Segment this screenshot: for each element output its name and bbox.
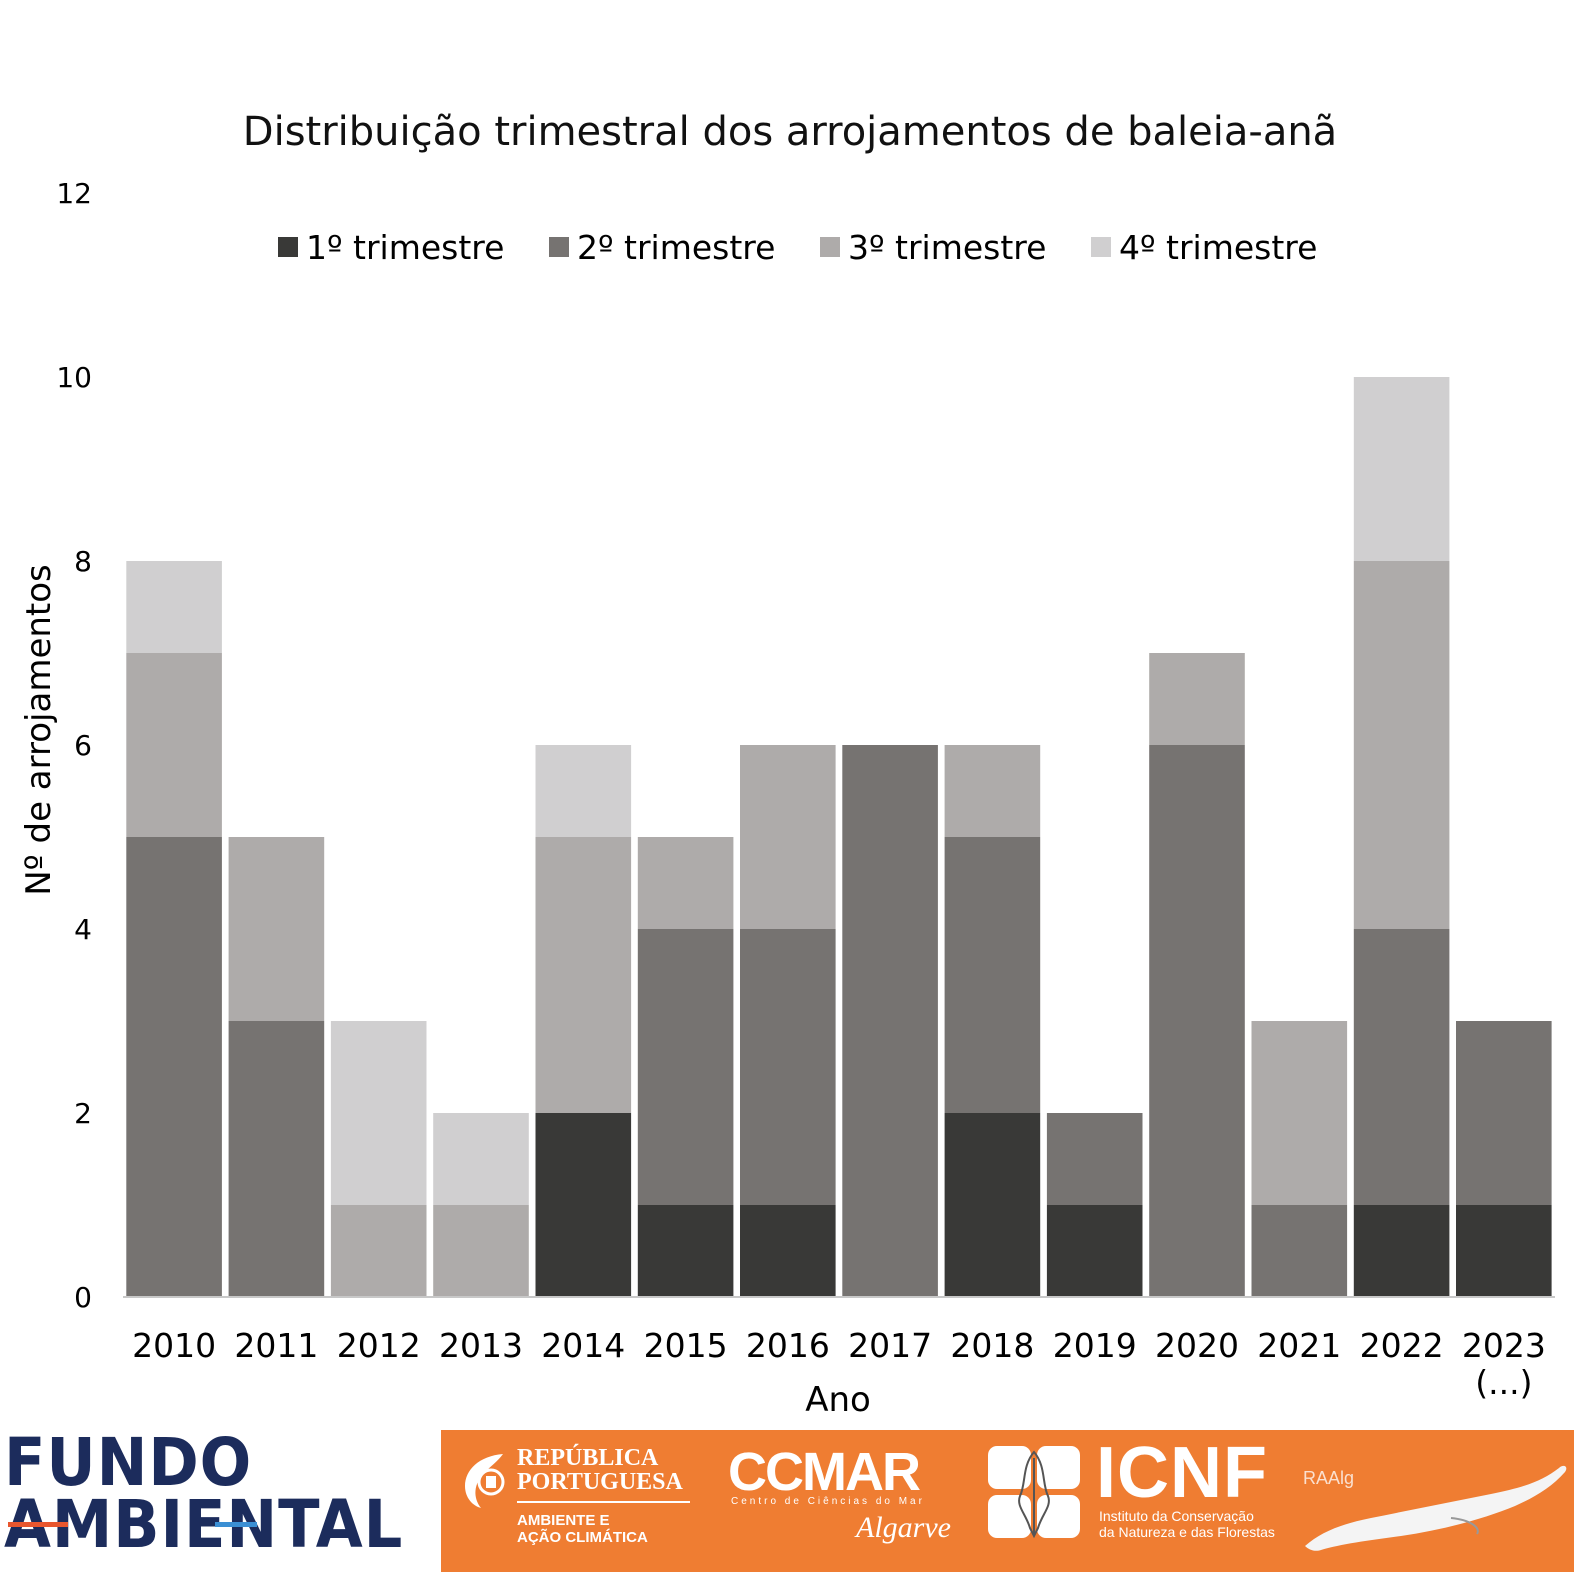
- ccmar-logo-text: CCMAR: [728, 1442, 921, 1502]
- bar-segment: [740, 745, 836, 929]
- x-tick-label: 2022: [1360, 1326, 1444, 1365]
- legend-label: 4º trimestre: [1119, 228, 1317, 267]
- y-axis-label: Nº de arrojamentos: [19, 564, 59, 896]
- ambiente-line2: AÇÃO CLIMÁTICA: [517, 1529, 648, 1546]
- chart-title: Distribuição trimestral dos arrojamentos…: [243, 109, 1337, 155]
- legend-label: 3º trimestre: [848, 228, 1046, 267]
- legend-label: 2º trimestre: [577, 228, 775, 267]
- bar-segment: [228, 837, 325, 1021]
- x-tick-label: 2013: [439, 1326, 523, 1365]
- bar-segment: [1046, 1113, 1143, 1205]
- bar-segment: [1251, 1021, 1348, 1205]
- x-tick-label: 2023: [1462, 1326, 1546, 1365]
- chart: Distribuição trimestral dos arrojamentos…: [19, 109, 1555, 1420]
- fundo-ambiental-logo: FUNDO AMBIENTAL: [0, 1430, 440, 1572]
- y-tick-label: 12: [56, 177, 92, 210]
- bar-segment: [944, 745, 1041, 837]
- republica-divider: [517, 1501, 690, 1503]
- fundo-logo-line1: FUNDO: [4, 1424, 253, 1501]
- legend-swatch: [549, 237, 569, 257]
- icnf-logo-text: ICNF: [1096, 1433, 1268, 1513]
- bar-segment: [637, 929, 734, 1205]
- ccmar-script: Algarve: [856, 1511, 951, 1544]
- republica-line2: PORTUGUESA: [517, 1469, 683, 1495]
- y-tick-label: 10: [56, 361, 92, 394]
- x-tick-label: 2017: [848, 1326, 932, 1365]
- bar-segment: [1456, 1021, 1552, 1205]
- x-tick-label: 2011: [234, 1326, 318, 1365]
- bar-segment: [126, 561, 222, 653]
- bar-segment: [228, 1021, 325, 1297]
- bar-segment: [433, 1205, 529, 1297]
- bar-segment: [1149, 745, 1245, 1297]
- x-tick-label: 2016: [746, 1326, 830, 1365]
- y-tick-label: 6: [74, 729, 92, 762]
- raalg-label: RAAlg: [1303, 1468, 1355, 1488]
- fundo-blue-stroke: [215, 1522, 257, 1527]
- y-axis-ticks: 0 2 4 6 8 10 12: [56, 177, 92, 1314]
- bar-segment: [126, 653, 222, 837]
- x-tick-label: 2019: [1053, 1326, 1137, 1365]
- x-tick-label: (...): [1475, 1363, 1532, 1402]
- bar-segment: [740, 1205, 836, 1297]
- legend-swatch: [820, 237, 840, 257]
- x-tick-label: 2021: [1257, 1326, 1341, 1365]
- bar-segment: [1251, 1205, 1348, 1297]
- bar-segment: [433, 1113, 529, 1205]
- icnf-oak-leaf-icon: [988, 1446, 1080, 1539]
- x-tick-label: 2015: [644, 1326, 728, 1365]
- bar-segment: [1353, 377, 1450, 561]
- fundo-logo-line2: AMBIENTAL: [4, 1486, 404, 1563]
- footer-logos: FUNDO AMBIENTAL REPÚBLICA PORTUGUESA AMB…: [0, 1430, 1574, 1572]
- x-axis-ticks: 2010 2011 2012 2013 2014 2015 2016 2017 2018 2019…: [132, 1326, 1546, 1402]
- bar-segment: [1353, 929, 1450, 1205]
- icnf-subtitle-line1: Instituto da Conservação: [1099, 1508, 1254, 1524]
- republica-line1: REPÚBLICA: [517, 1445, 659, 1471]
- bar-segment: [330, 1205, 427, 1297]
- ambiente-line1: AMBIENTE E: [517, 1512, 610, 1529]
- x-axis-label: Ano: [805, 1380, 871, 1420]
- legend-swatch: [1091, 237, 1111, 257]
- bar-segment: [1353, 561, 1450, 929]
- bar-segment: [944, 837, 1041, 1113]
- bar-segment: [637, 837, 734, 929]
- bar-segment: [1149, 653, 1245, 745]
- x-tick-label: 2014: [541, 1326, 625, 1365]
- legend-label: 1º trimestre: [306, 228, 504, 267]
- legend: 1º trimestre 2º trimestre 3º trimestre 4º t…: [278, 228, 1317, 267]
- bar-segment: [126, 837, 222, 1297]
- raalg-whale-icon: [1305, 1465, 1567, 1551]
- y-tick-label: 4: [74, 913, 92, 946]
- bar-segment: [740, 929, 836, 1205]
- partner-logo-band: REPÚBLICA PORTUGUESA AMBIENTE E AÇÃO CLI…: [441, 1430, 1574, 1572]
- bars: [126, 377, 1552, 1297]
- fundo-red-stroke: [8, 1522, 68, 1527]
- y-tick-label: 8: [74, 545, 92, 578]
- ccmar-subtitle: Centro de Ciências do Mar: [731, 1496, 925, 1507]
- x-tick-label: 2020: [1155, 1326, 1239, 1365]
- bar-segment: [944, 1113, 1041, 1297]
- x-tick-label: 2012: [337, 1326, 421, 1365]
- bar-segment: [637, 1205, 734, 1297]
- y-tick-label: 2: [74, 1097, 92, 1130]
- bar-segment: [535, 837, 632, 1113]
- x-tick-label: 2010: [132, 1326, 216, 1365]
- y-tick-label: 0: [74, 1281, 92, 1314]
- x-tick-label: 2018: [950, 1326, 1034, 1365]
- republica-emblem-icon: [465, 1454, 505, 1508]
- bar-segment: [330, 1021, 427, 1205]
- bar-segment: [535, 1113, 632, 1297]
- bar-segment: [535, 745, 632, 837]
- bar-segment: [842, 745, 938, 1297]
- bar-segment: [1456, 1205, 1552, 1297]
- bar-segment: [1046, 1205, 1143, 1297]
- bar-segment: [1353, 1205, 1450, 1297]
- legend-swatch: [278, 237, 298, 257]
- icnf-subtitle-line2: da Natureza e das Florestas: [1099, 1524, 1275, 1540]
